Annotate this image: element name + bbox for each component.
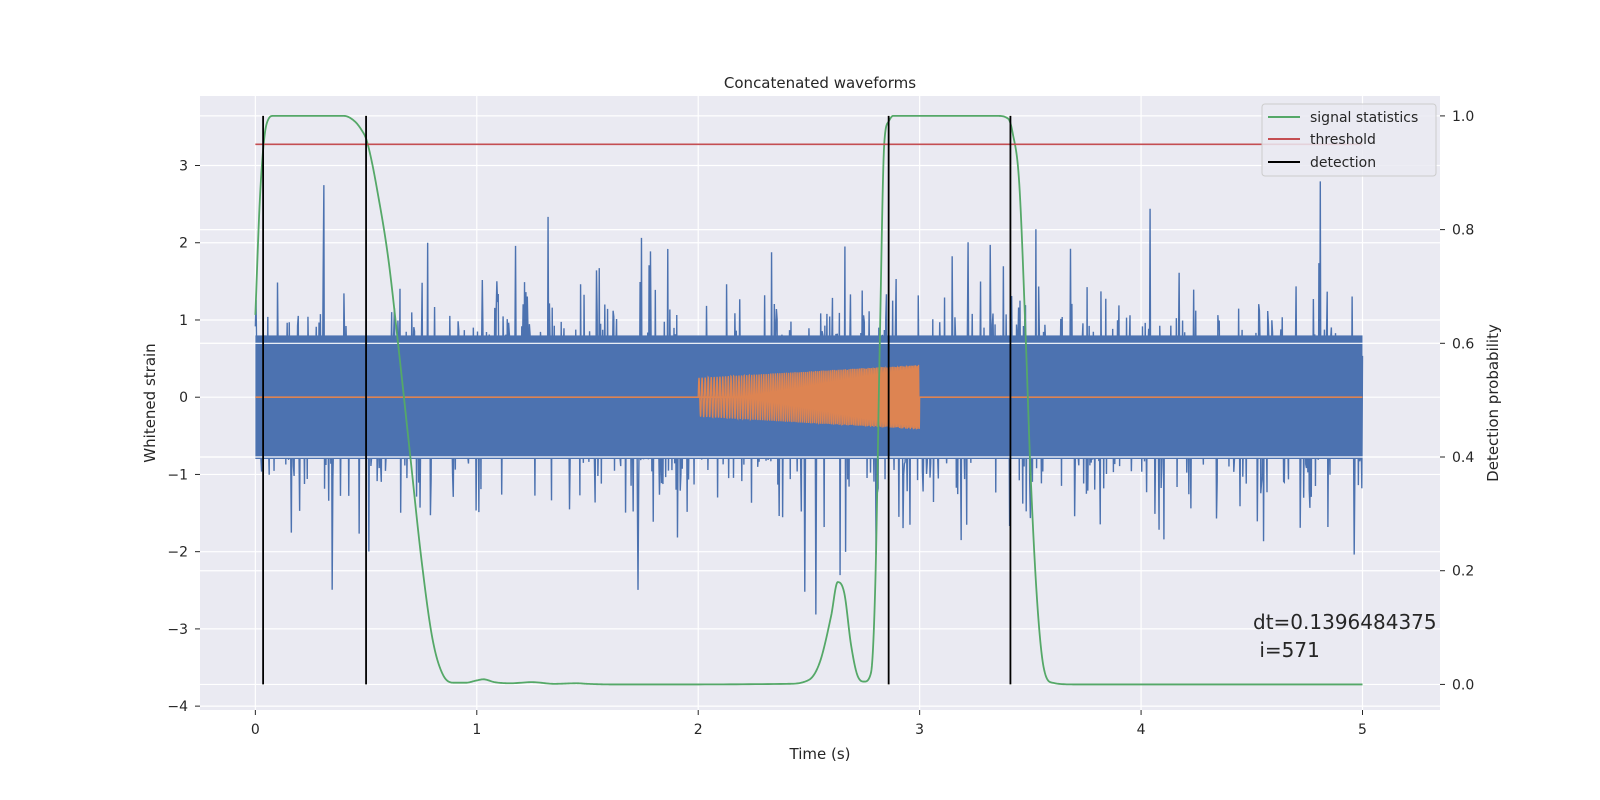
signal-statistics-series [254, 115, 1363, 686]
chart-title: Concatenated waveforms [724, 74, 916, 92]
x-tick-label: 1 [472, 722, 481, 738]
x-tick-label: 5 [1358, 722, 1367, 738]
signal-statistics-line [254, 115, 1363, 686]
y-tick-label: 0 [179, 390, 188, 406]
y-tick-label: 1 [179, 313, 188, 329]
plot-area [200, 115, 1440, 686]
y2-tick-label: 0.4 [1452, 450, 1474, 466]
legend-box [1261, 103, 1437, 177]
y-tick-label: −4 [167, 699, 188, 715]
x-tick-label: 4 [1137, 722, 1146, 738]
y-axis-ticks: −4 −3 −2 −1 0 1 2 3 [167, 159, 200, 715]
y2-tick-label: 1.0 [1452, 109, 1474, 125]
y-tick-label: −3 [167, 622, 188, 638]
x-tick-label: 3 [915, 722, 924, 738]
y-tick-label: 2 [179, 236, 188, 252]
annotation-i: i=571 [1253, 638, 1320, 662]
x-axis-label: Time (s) [789, 745, 851, 763]
y2-axis-label: Detection probability [1484, 324, 1502, 482]
chirp-line [697, 364, 921, 430]
y-tick-label: −2 [167, 545, 188, 561]
y-tick-label: −1 [167, 467, 188, 483]
x-tick-label: 2 [694, 722, 703, 738]
y2-axis-ticks: 0.0 0.2 0.4 0.6 0.8 1.0 [1440, 109, 1474, 693]
chirp-series [200, 342, 1440, 458]
annotation-dt: dt=0.1396484375 [1253, 610, 1437, 634]
y2-tick-label: 0.2 [1452, 564, 1474, 580]
y2-tick-label: 0.6 [1452, 336, 1474, 352]
legend-label-signal-statistics: signal statistics [1310, 110, 1418, 126]
x-tick-label: 0 [251, 722, 260, 738]
legend-label-threshold: threshold [1310, 132, 1376, 148]
y2-tick-label: 0.8 [1452, 223, 1474, 239]
annotation: dt=0.1396484375 i=571 [1253, 610, 1437, 662]
legend: signal statistics threshold detection [1261, 103, 1437, 177]
detection-series [262, 115, 1012, 685]
y-tick-label: 3 [179, 159, 188, 175]
legend-label-detection: detection [1310, 155, 1376, 171]
y-axis-label: Whitened strain [141, 343, 159, 462]
y2-tick-label: 0.0 [1452, 677, 1474, 693]
x-axis-ticks: 0 1 2 3 4 5 [251, 710, 1367, 738]
